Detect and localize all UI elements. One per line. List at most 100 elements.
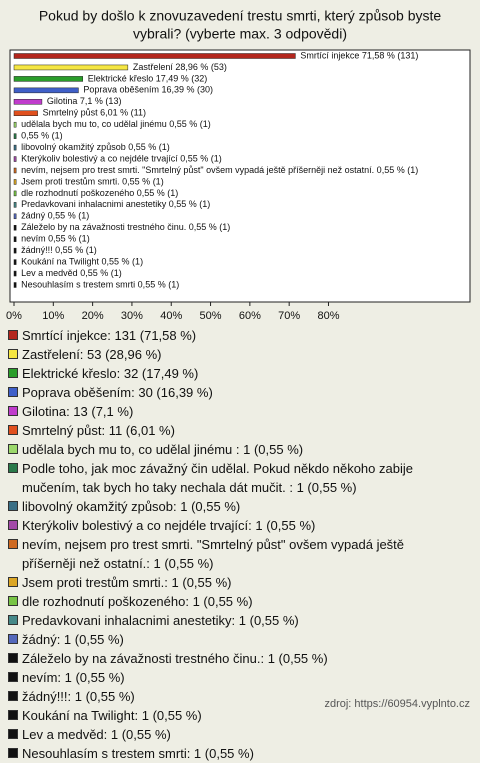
- x-tick-label: 60%: [239, 310, 261, 322]
- legend-swatch: [8, 634, 18, 644]
- legend-label: Predavkovani inhalacnimi anestetiky: 1 (…: [22, 613, 299, 628]
- bar: [13, 167, 17, 174]
- legend-item: Gilotina: 13 (7,1 %): [8, 402, 448, 421]
- legend-swatch: [8, 425, 18, 435]
- bar: [13, 202, 17, 208]
- legend-item: Zastřelení: 53 (28,96 %): [8, 345, 448, 364]
- x-tick-label: 0%: [6, 310, 22, 322]
- legend-swatch: [8, 444, 18, 454]
- value-label: Koukání na Twilight 0,55 % (1): [21, 256, 143, 266]
- legend-swatch: [8, 653, 18, 663]
- legend-swatch: [8, 387, 18, 397]
- plot-area: [9, 49, 471, 303]
- legend-swatch: [8, 748, 18, 758]
- legend-item: Predavkovani inhalacnimi anestetiky: 1 (…: [8, 611, 448, 630]
- value-label: Poprava oběšením 16,39 % (30): [83, 85, 213, 95]
- value-label: Smrtící injekce 71,58 % (131): [300, 50, 418, 60]
- legend-item: nevím: 1 (0,55 %): [8, 668, 448, 687]
- legend-label: Lev a medvěd: 1 (0,55 %): [22, 727, 171, 742]
- value-label: Smrtelný půst 6,01 % (11): [43, 108, 146, 118]
- legend-swatch: [8, 710, 18, 720]
- legend-label: Záleželo by na závažnosti trestného činu…: [22, 651, 328, 666]
- legend-swatch: [8, 539, 18, 549]
- legend-swatch: [8, 596, 18, 606]
- legend-label: libovolný okamžitý způsob: 1 (0,55 %): [22, 499, 241, 514]
- legend-item: Smrtelný půst: 11 (6,01 %): [8, 421, 448, 440]
- legend-label: Elektrické křeslo: 32 (17,49 %): [22, 366, 199, 381]
- legend-swatch: [8, 729, 18, 739]
- source: zdroj: https://60954.vyplnto.cz: [324, 698, 470, 710]
- bar: [13, 87, 79, 94]
- legend-label: Kterýkoliv bolestivý a co nejdéle trvají…: [22, 518, 316, 533]
- legend-label: Poprava oběšením: 30 (16,39 %): [22, 385, 213, 400]
- legend-swatch: [8, 406, 18, 416]
- legend-swatch: [8, 349, 18, 359]
- value-label: Predavkovani inhalacnimi anestetiky 0,55…: [21, 199, 210, 209]
- legend-item: žádný: 1 (0,55 %): [8, 630, 448, 649]
- value-label: Lev a medvěd 0,55 % (1): [21, 268, 122, 278]
- legend-item: udělala bych mu to, co udělal jinému : 1…: [8, 440, 448, 459]
- legend-swatch: [8, 615, 18, 625]
- legend-item: Lev a medvěd: 1 (0,55 %): [8, 725, 448, 744]
- x-tick-label: 40%: [160, 310, 182, 322]
- value-label: Kterýkoliv bolestivý a co nejdéle trvají…: [21, 153, 222, 163]
- value-label: 0,55 % (1): [21, 131, 63, 141]
- legend-item: Jsem proti trestům smrti.: 1 (0,55 %): [8, 573, 448, 592]
- bar: [13, 156, 17, 162]
- legend-label: žádný!!!: 1 (0,55 %): [22, 689, 135, 704]
- legend-label: žádný: 1 (0,55 %): [22, 632, 124, 647]
- legend-swatch: [8, 330, 18, 340]
- bar: [13, 64, 129, 71]
- legend-label: nevím: 1 (0,55 %): [22, 670, 125, 685]
- bar: [13, 213, 17, 220]
- legend-label: udělala bych mu to, co udělal jinému : 1…: [22, 442, 304, 457]
- value-label: nevím, nejsem pro trest smrti. "Smrtelný…: [21, 165, 418, 175]
- value-label: libovolný okamžitý způsob 0,55 % (1): [21, 142, 170, 152]
- legend-label: Smrtelný půst: 11 (6,01 %): [22, 423, 175, 438]
- legend-item: Záleželo by na závažnosti trestného činu…: [8, 649, 448, 668]
- bar: [13, 133, 17, 139]
- value-label: Zastřelení 28,96 % (53): [133, 62, 227, 72]
- legend-label: dle rozhodnutí poškozeného: 1 (0,55 %): [22, 594, 253, 609]
- legend-item: dle rozhodnutí poškozeného: 1 (0,55 %): [8, 592, 448, 611]
- legend-swatch: [8, 577, 18, 587]
- bar: [13, 236, 17, 242]
- legend-item: žádný!!!: 1 (0,55 %): [8, 687, 448, 706]
- value-label: dle rozhodnutí poškozeného 0,55 % (1): [21, 188, 178, 198]
- legend-label: Nesouhlasím s trestem smrti: 1 (0,55 %): [22, 746, 254, 761]
- value-label: žádný 0,55 % (1): [21, 211, 89, 221]
- chart-title: Pokud by došlo k znovuzavedení trestu sm…: [39, 8, 442, 24]
- x-tick-label: 70%: [278, 310, 300, 322]
- bar: [13, 190, 17, 197]
- legend-swatch: [8, 368, 18, 378]
- legend-item: Poprava oběšením: 30 (16,39 %): [8, 383, 448, 402]
- value-label: udělala bych mu to, co udělal jinému 0,5…: [21, 119, 211, 129]
- chart-title: vybrali? (vyberte max. 3 odpovědi): [133, 26, 347, 42]
- value-label: Nesouhlasím s trestem smrti 0,55 % (1): [21, 279, 179, 289]
- legend-swatch: [8, 463, 18, 473]
- bar: [13, 53, 296, 59]
- legend-item: Kterýkoliv bolestivý a co nejdéle trvají…: [8, 516, 448, 535]
- legend-item: Nesouhlasím s trestem smrti: 1 (0,55 %): [8, 744, 448, 763]
- legend-item: libovolný okamžitý způsob: 1 (0,55 %): [8, 497, 448, 516]
- bar: [13, 144, 17, 151]
- bar: [13, 247, 17, 254]
- bar: [13, 282, 17, 288]
- chart: Pokud by došlo k znovuzavedení trestu sm…: [6, 8, 471, 322]
- legend-swatch: [8, 691, 18, 701]
- page: Pokud by došlo k znovuzavedení trestu sm…: [6, 7, 471, 761]
- bar: [13, 121, 17, 128]
- value-label: žádný!!! 0,55 % (1): [21, 245, 97, 255]
- bar: [13, 270, 17, 277]
- value-label: Záleželo by na závažnosti trestného činu…: [21, 222, 230, 232]
- value-label: Jsem proti trestům smrti. 0,55 % (1): [21, 176, 164, 186]
- legend-item: Podle toho, jak moc závažný čin udělal. …: [8, 459, 448, 497]
- legend-swatch: [8, 520, 18, 530]
- legend-label: Zastřelení: 53 (28,96 %): [22, 347, 162, 362]
- value-label: Elektrické křeslo 17,49 % (32): [88, 73, 208, 83]
- x-tick-label: 10%: [42, 310, 64, 322]
- bar: [13, 76, 84, 82]
- bar: [13, 99, 43, 105]
- value-label: Gilotina 7,1 % (13): [47, 96, 122, 106]
- legend-label: nevím, nejsem pro trest smrti. "Smrtelný…: [22, 537, 405, 571]
